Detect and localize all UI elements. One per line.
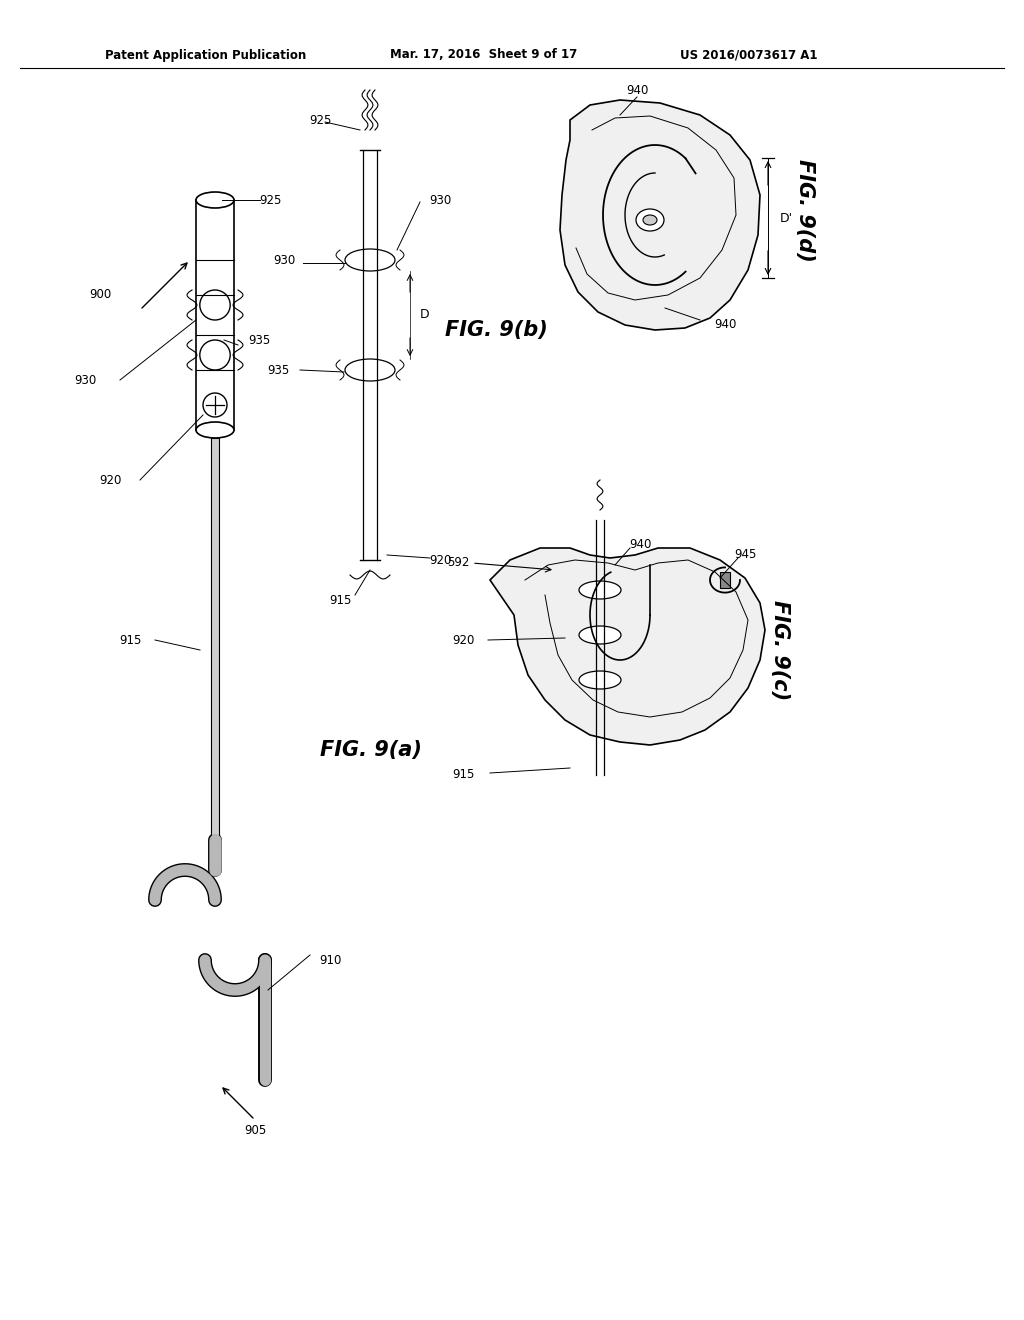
Text: 940: 940 — [626, 83, 648, 96]
Bar — [211, 438, 219, 840]
Text: 915: 915 — [453, 768, 475, 781]
Ellipse shape — [636, 209, 664, 231]
Ellipse shape — [579, 626, 621, 644]
Ellipse shape — [643, 215, 657, 224]
Text: D': D' — [779, 211, 793, 224]
Text: Patent Application Publication: Patent Application Publication — [105, 49, 306, 62]
Ellipse shape — [345, 249, 395, 271]
Bar — [720, 572, 730, 587]
Ellipse shape — [196, 191, 234, 209]
Text: 915: 915 — [329, 594, 351, 606]
Ellipse shape — [579, 581, 621, 599]
Text: 930: 930 — [74, 374, 96, 387]
Polygon shape — [490, 548, 765, 744]
Text: 925: 925 — [259, 194, 282, 206]
Text: 940: 940 — [714, 318, 736, 331]
Text: FIG. 9(b): FIG. 9(b) — [445, 319, 548, 341]
Ellipse shape — [345, 359, 395, 381]
Ellipse shape — [196, 422, 234, 438]
Text: 915: 915 — [119, 634, 141, 647]
Text: 920: 920 — [453, 634, 475, 647]
Ellipse shape — [579, 671, 621, 689]
Text: 945: 945 — [734, 549, 756, 561]
Circle shape — [203, 393, 227, 417]
Ellipse shape — [200, 341, 230, 370]
Text: FIG. 9(c): FIG. 9(c) — [770, 599, 790, 700]
Text: 935: 935 — [267, 363, 290, 376]
Text: 592: 592 — [447, 556, 470, 569]
Text: 925: 925 — [309, 114, 331, 127]
Text: 900: 900 — [89, 289, 112, 301]
Text: 930: 930 — [429, 194, 452, 206]
Text: 930: 930 — [272, 253, 295, 267]
Text: FIG. 9(a): FIG. 9(a) — [319, 741, 422, 760]
Polygon shape — [560, 100, 760, 330]
Text: US 2016/0073617 A1: US 2016/0073617 A1 — [680, 49, 817, 62]
Text: 935: 935 — [248, 334, 270, 346]
Text: Mar. 17, 2016  Sheet 9 of 17: Mar. 17, 2016 Sheet 9 of 17 — [390, 49, 578, 62]
Bar — [196, 201, 234, 430]
Text: 905: 905 — [244, 1123, 266, 1137]
Text: 940: 940 — [629, 539, 651, 552]
Text: 910: 910 — [318, 953, 341, 966]
Text: D: D — [420, 309, 430, 322]
Text: 920: 920 — [98, 474, 121, 487]
Ellipse shape — [200, 290, 230, 319]
Text: 920: 920 — [429, 553, 452, 566]
Text: FIG. 9(d): FIG. 9(d) — [795, 158, 815, 261]
